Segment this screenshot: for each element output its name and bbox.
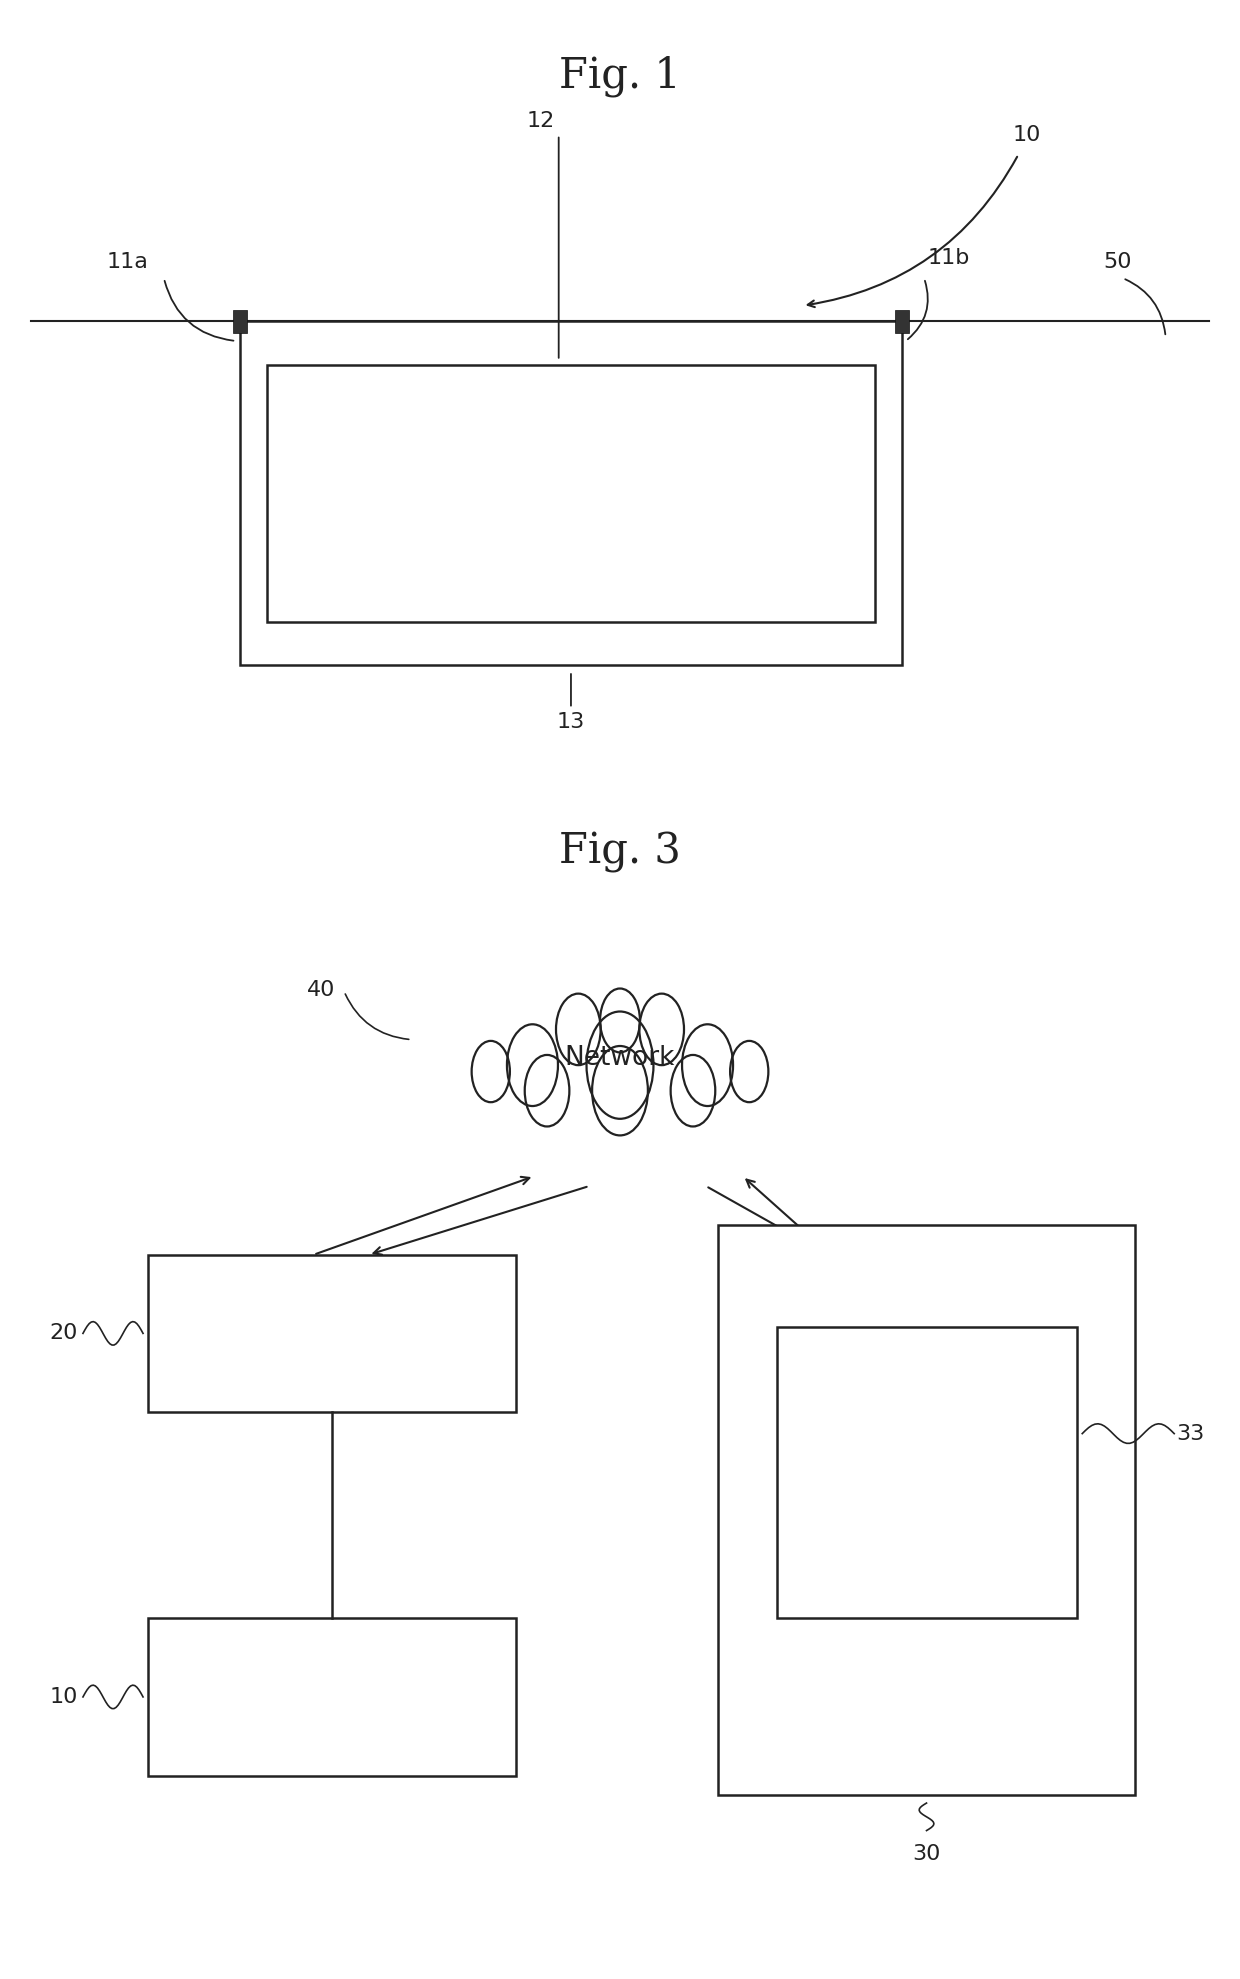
Circle shape (556, 993, 600, 1065)
Bar (718, 1225, 1135, 1795)
Text: Mobile Device: Mobile Device (249, 1322, 415, 1346)
Text: 33: 33 (1176, 1423, 1204, 1443)
Bar (239, 321, 901, 665)
Text: Fig. 1: Fig. 1 (559, 55, 681, 97)
Text: 10: 10 (1012, 125, 1040, 144)
Bar (233, 309, 247, 332)
Bar (894, 309, 909, 332)
Text: 30: 30 (913, 1844, 941, 1864)
Text: 13: 13 (557, 712, 585, 732)
Circle shape (471, 1041, 510, 1102)
Circle shape (682, 1025, 733, 1106)
Text: 11b: 11b (928, 249, 970, 269)
Circle shape (525, 1055, 569, 1126)
Circle shape (671, 1055, 715, 1126)
Circle shape (640, 993, 684, 1065)
Text: Network: Network (564, 1045, 676, 1071)
Bar (267, 364, 875, 621)
Text: 11a: 11a (107, 253, 148, 273)
Circle shape (587, 1011, 653, 1118)
Circle shape (507, 1025, 558, 1106)
Text: 40: 40 (308, 980, 336, 999)
Text: External Computer: External Computer (815, 1724, 1038, 1747)
Text: 12: 12 (526, 111, 554, 131)
Circle shape (730, 1041, 769, 1102)
Bar (148, 1255, 516, 1411)
Circle shape (593, 1047, 647, 1136)
Text: Fig. 3: Fig. 3 (559, 831, 681, 873)
Bar (777, 1328, 1078, 1619)
Circle shape (600, 990, 640, 1053)
Text: 10: 10 (50, 1686, 78, 1708)
Bar (148, 1619, 516, 1775)
Text: 50: 50 (1104, 253, 1132, 273)
Text: Product
Database: Product Database (870, 1445, 983, 1500)
Text: Reference Card: Reference Card (241, 1684, 423, 1710)
Text: 20: 20 (50, 1324, 78, 1344)
